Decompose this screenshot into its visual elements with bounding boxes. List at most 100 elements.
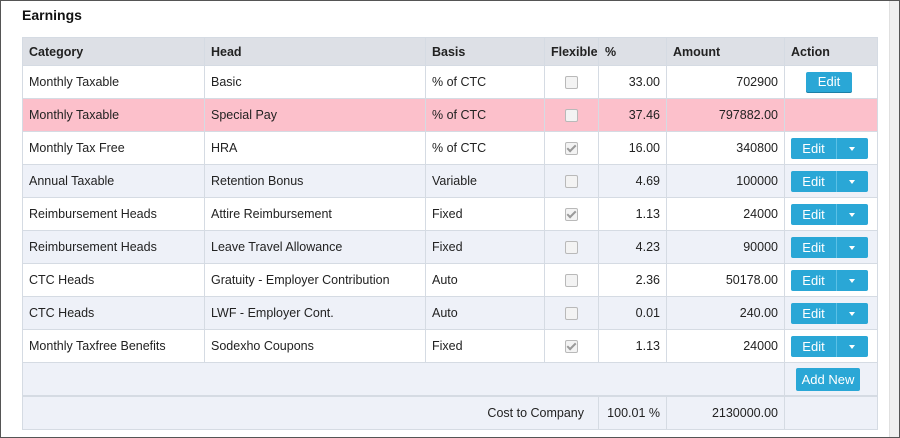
- flexible-checkbox[interactable]: [565, 142, 578, 156]
- percent-cell: 16.00: [598, 131, 667, 165]
- edit-split-button[interactable]: Edit: [791, 236, 868, 258]
- total-label: Cost to Company: [22, 395, 599, 430]
- total-percent: 100.01 %: [598, 395, 667, 430]
- amount-cell: 50178.00: [666, 263, 785, 297]
- action-cell: Edit: [784, 296, 878, 330]
- flexible-checkbox[interactable]: [565, 340, 578, 354]
- edit-button[interactable]: Edit: [791, 269, 837, 291]
- head-cell: Gratuity - Employer Contribution: [204, 263, 426, 297]
- head-cell: Leave Travel Allowance: [204, 230, 426, 264]
- action-cell: Edit: [784, 329, 878, 363]
- dropdown-caret-icon[interactable]: [837, 236, 868, 258]
- percent-cell: 2.36: [598, 263, 667, 297]
- action-cell: Edit: [784, 65, 878, 99]
- amount-cell: 797882.00: [666, 98, 785, 132]
- percent-cell: 33.00: [598, 65, 667, 99]
- edit-button[interactable]: Edit: [791, 335, 837, 357]
- basis-cell: Fixed: [425, 230, 545, 264]
- column-header-category: Category: [22, 37, 205, 66]
- edit-button[interactable]: Edit: [791, 302, 837, 324]
- edit-button[interactable]: Edit: [791, 236, 837, 258]
- edit-split-button[interactable]: Edit: [791, 269, 868, 291]
- flexible-checkbox[interactable]: [565, 175, 578, 189]
- dropdown-caret-icon[interactable]: [837, 170, 868, 192]
- amount-cell: 100000: [666, 164, 785, 198]
- flexible-cell: [544, 164, 599, 198]
- category-cell: Annual Taxable: [22, 164, 205, 198]
- edit-split-button[interactable]: Edit: [791, 302, 868, 324]
- action-cell: Edit: [784, 131, 878, 165]
- edit-button[interactable]: Edit: [791, 203, 837, 225]
- category-cell: Monthly Tax Free: [22, 131, 205, 165]
- flexible-checkbox[interactable]: [565, 241, 578, 255]
- basis-cell: Auto: [425, 296, 545, 330]
- table-row[interactable]: Monthly Taxable Special Pay% of CTC 37.46 7…: [22, 98, 878, 132]
- dropdown-caret-icon[interactable]: [837, 335, 868, 357]
- table-row[interactable]: CTC Heads LWF - Employer Cont. Auto 0.01 240…: [22, 296, 878, 330]
- column-header-head: Head: [204, 37, 426, 66]
- edit-button[interactable]: Edit: [791, 137, 837, 159]
- flexible-checkbox[interactable]: [565, 109, 578, 123]
- dropdown-caret-icon[interactable]: [837, 203, 868, 225]
- flexible-cell: [544, 131, 599, 165]
- category-cell: Reimbursement Heads: [22, 230, 205, 264]
- flexible-checkbox[interactable]: [565, 307, 578, 321]
- total-amount: 2130000.00: [666, 395, 785, 430]
- percent-cell: 1.13: [598, 197, 667, 231]
- category-cell: CTC Heads: [22, 263, 205, 297]
- basis-cell: Variable: [425, 164, 545, 198]
- earnings-table: Category Head Basis Flexible % Amount Ac…: [22, 37, 878, 430]
- edit-split-button[interactable]: Edit: [791, 170, 868, 192]
- edit-split-button[interactable]: Edit: [791, 137, 868, 159]
- flexible-checkbox[interactable]: [565, 208, 578, 222]
- head-cell: Special Pay: [204, 98, 426, 132]
- total-action-spacer: [784, 395, 878, 430]
- column-header-flexible: Flexible: [544, 37, 599, 66]
- head-cell: LWF - Employer Cont.: [204, 296, 426, 330]
- amount-cell: 24000: [666, 197, 785, 231]
- amount-cell: 24000: [666, 329, 785, 363]
- percent-cell: 37.46: [598, 98, 667, 132]
- column-header-action: Action: [784, 37, 878, 66]
- dropdown-caret-icon[interactable]: [837, 137, 868, 159]
- table-row[interactable]: Monthly Taxfree Benefits Sodexho Coupons F…: [22, 329, 878, 363]
- table-row[interactable]: Monthly Taxable Basic% of CTC 33.00 702900 E…: [22, 65, 878, 99]
- table-row[interactable]: Annual Taxable Retention Bonus Variable 4.6…: [22, 164, 878, 198]
- table-row[interactable]: Monthly Tax Free HRA% of CTC 16.00 340800 Ed…: [22, 131, 878, 165]
- action-cell: Edit: [784, 263, 878, 297]
- amount-cell: 340800: [666, 131, 785, 165]
- flexible-checkbox[interactable]: [565, 274, 578, 288]
- amount-cell: 240.00: [666, 296, 785, 330]
- table-row[interactable]: Reimbursement Heads Attire Reimbursement F…: [22, 197, 878, 231]
- edit-button[interactable]: Edit: [791, 170, 837, 192]
- edit-split-button[interactable]: Edit: [791, 335, 868, 357]
- vertical-scrollbar[interactable]: [889, 1, 899, 437]
- action-cell: Edit: [784, 230, 878, 264]
- category-cell: Monthly Taxable: [22, 98, 205, 132]
- percent-cell: 4.69: [598, 164, 667, 198]
- category-cell: CTC Heads: [22, 296, 205, 330]
- basis-cell: Fixed: [425, 329, 545, 363]
- amount-cell: 702900: [666, 65, 785, 99]
- head-cell: Retention Bonus: [204, 164, 426, 198]
- basis-cell: % of CTC: [425, 65, 545, 99]
- add-new-button[interactable]: Add New: [796, 367, 860, 391]
- edit-split-button[interactable]: Edit: [791, 203, 868, 225]
- flexible-checkbox[interactable]: [565, 76, 578, 90]
- table-row[interactable]: Reimbursement Heads Leave Travel Allowanc…: [22, 230, 878, 264]
- flexible-cell: [544, 197, 599, 231]
- dropdown-caret-icon[interactable]: [837, 302, 868, 324]
- dropdown-caret-icon[interactable]: [837, 269, 868, 291]
- action-cell: Edit: [784, 197, 878, 231]
- percent-cell: 1.13: [598, 329, 667, 363]
- percent-cell: 4.23: [598, 230, 667, 264]
- add-row-spacer: [22, 362, 785, 397]
- edit-button[interactable]: Edit: [806, 72, 852, 92]
- action-cell: [784, 98, 878, 132]
- add-row: Add New: [22, 362, 878, 397]
- table-row[interactable]: CTC Heads Gratuity - Employer Contributio…: [22, 263, 878, 297]
- total-row: Cost to Company 100.01 % 2130000.00: [22, 395, 878, 430]
- column-header-amount: Amount: [666, 37, 785, 66]
- column-header-percent: %: [598, 37, 667, 66]
- flexible-cell: [544, 98, 599, 132]
